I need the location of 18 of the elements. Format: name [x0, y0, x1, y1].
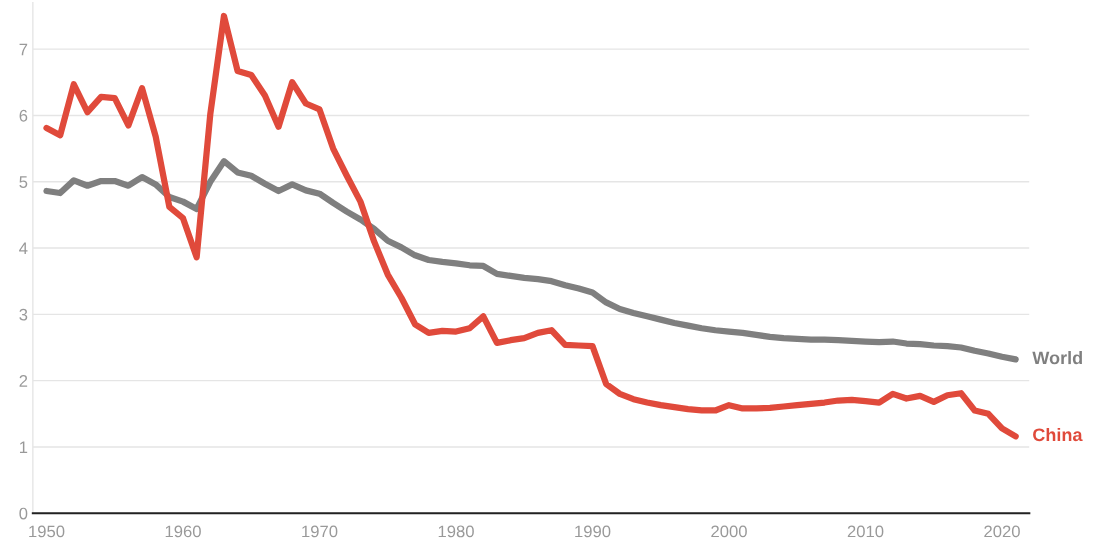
y-tick-label: 3 — [19, 308, 28, 321]
x-tick-label: 1980 — [438, 525, 474, 538]
x-tick-label: 1990 — [575, 525, 611, 538]
x-tick-label: 2020 — [984, 525, 1020, 538]
x-tick-label: 1970 — [302, 525, 338, 538]
series-label: China — [1033, 427, 1083, 442]
y-tick-label: 4 — [19, 242, 28, 255]
y-tick-label: 7 — [19, 43, 28, 56]
x-tick-label: 1950 — [29, 525, 65, 538]
y-tick-label: 0 — [19, 507, 28, 520]
y-tick-label: 6 — [19, 109, 28, 122]
y-tick-label: 5 — [19, 176, 28, 188]
x-tick-label: 2000 — [711, 525, 747, 538]
y-tick-label: 1 — [19, 441, 28, 453]
x-tick-label: 2010 — [847, 525, 884, 538]
series-label: World — [1032, 351, 1082, 365]
y-tick-label: 2 — [19, 375, 28, 387]
x-tick-label: 1960 — [165, 525, 201, 538]
